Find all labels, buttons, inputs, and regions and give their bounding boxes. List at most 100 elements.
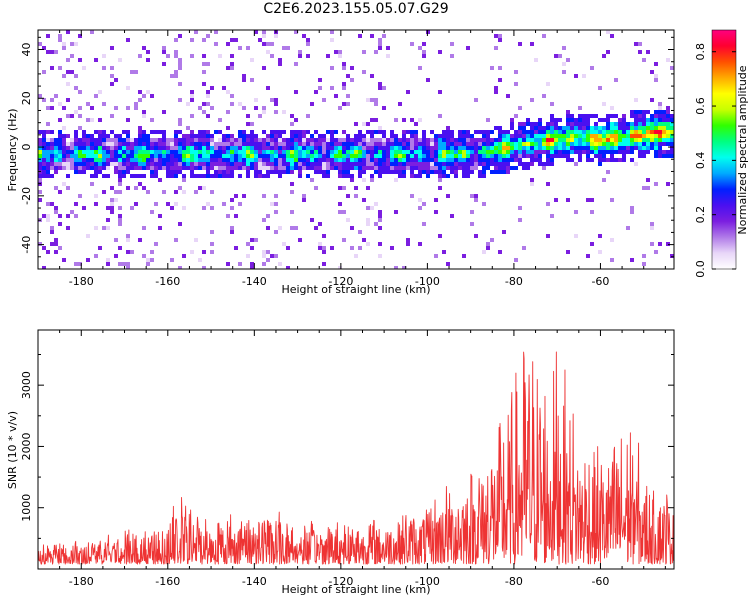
heatmap-cell — [322, 250, 326, 254]
heatmap-cell — [322, 158, 326, 162]
heatmap-cell — [250, 142, 254, 146]
heatmap-cell — [578, 142, 582, 146]
heatmap-cell — [478, 130, 482, 134]
heatmap-cell — [62, 150, 66, 154]
heatmap-cell — [38, 150, 42, 154]
heatmap-cell — [394, 158, 398, 162]
heatmap-cell — [394, 118, 398, 122]
heatmap-cell — [178, 186, 182, 190]
heatmap-cell — [602, 54, 606, 58]
heatmap-cell — [150, 150, 154, 154]
heatmap-cell — [646, 142, 650, 146]
heatmap-cell — [630, 150, 634, 154]
heatmap-cell — [550, 214, 554, 218]
heatmap-cell — [262, 162, 266, 166]
heatmap-cell — [106, 154, 110, 158]
heatmap-cell — [650, 222, 654, 226]
heatmap-cell — [630, 146, 634, 150]
heatmap-cell — [550, 154, 554, 158]
heatmap-cell — [186, 102, 190, 106]
heatmap-cell — [242, 150, 246, 154]
heatmap-cell — [126, 170, 130, 174]
heatmap-cell — [486, 150, 490, 154]
heatmap-cell — [554, 198, 558, 202]
heatmap-cell — [594, 130, 598, 134]
heatmap-cell — [526, 150, 530, 154]
heatmap-cell — [354, 166, 358, 170]
y-tick-label: 20 — [20, 91, 33, 105]
heatmap-cell — [226, 42, 230, 46]
heatmap-cell — [422, 130, 426, 134]
heatmap-cell — [166, 166, 170, 170]
heatmap-cell — [518, 130, 522, 134]
heatmap-cell — [202, 110, 206, 114]
heatmap-cell — [490, 158, 494, 162]
heatmap-cell — [414, 158, 418, 162]
heatmap-cell — [262, 34, 266, 38]
heatmap-cell — [570, 134, 574, 138]
heatmap-cell — [250, 238, 254, 242]
heatmap-cell — [606, 150, 610, 154]
heatmap-cell — [74, 138, 78, 142]
heatmap-cell — [170, 154, 174, 158]
heatmap-cell — [126, 146, 130, 150]
heatmap-cell — [70, 138, 74, 142]
heatmap-cell — [246, 170, 250, 174]
heatmap-cell — [170, 150, 174, 154]
heatmap-cell — [434, 254, 438, 258]
heatmap-cell — [110, 186, 114, 190]
heatmap-cell — [482, 130, 486, 134]
heatmap-cell — [422, 42, 426, 46]
heatmap-cell — [110, 158, 114, 162]
heatmap-cell — [586, 146, 590, 150]
heatmap-cell — [246, 242, 250, 246]
heatmap-cell — [622, 114, 626, 118]
heatmap-cell — [238, 166, 242, 170]
heatmap-cell — [182, 146, 186, 150]
heatmap-cell — [458, 130, 462, 134]
heatmap-cell — [450, 166, 454, 170]
heatmap-cell — [78, 138, 82, 142]
heatmap-cell — [54, 242, 58, 246]
heatmap-cell — [606, 146, 610, 150]
heatmap-cell — [302, 150, 306, 154]
heatmap-cell — [98, 138, 102, 142]
heatmap-cell — [386, 166, 390, 170]
heatmap-cell — [262, 30, 266, 34]
heatmap-cell — [386, 46, 390, 50]
heatmap-cell — [418, 170, 422, 174]
heatmap-cell — [374, 98, 378, 102]
heatmap-cell — [154, 154, 158, 158]
colorbar: 0.00.20.40.60.8 Normalized spectral ampl… — [694, 29, 749, 278]
heatmap-cell — [210, 106, 214, 110]
heatmap-cell — [566, 110, 570, 114]
heatmap-cell — [138, 174, 142, 178]
heatmap-cell — [390, 246, 394, 250]
heatmap-cell — [466, 166, 470, 170]
heatmap-cell — [582, 138, 586, 142]
heatmap-cell — [362, 158, 366, 162]
heatmap-cell — [82, 146, 86, 150]
heatmap-cell — [582, 74, 586, 78]
heatmap-cell — [502, 158, 506, 162]
heatmap-cell — [590, 66, 594, 70]
heatmap-cell — [286, 154, 290, 158]
heatmap-cell — [606, 30, 610, 34]
heatmap-cell — [62, 182, 66, 186]
heatmap-cell — [566, 114, 570, 118]
heatmap-cell — [38, 174, 42, 178]
heatmap-cell — [470, 150, 474, 154]
heatmap-cell — [598, 158, 602, 162]
heatmap-cell — [310, 158, 314, 162]
heatmap-cell — [438, 150, 442, 154]
heatmap-cell — [614, 158, 618, 162]
heatmap-cell — [566, 130, 570, 134]
heatmap-cell — [250, 78, 254, 82]
heatmap-cell — [126, 162, 130, 166]
heatmap-cell — [486, 130, 490, 134]
heatmap-cell — [110, 210, 114, 214]
heatmap-cell — [258, 150, 262, 154]
heatmap-cell — [566, 122, 570, 126]
heatmap-cell — [78, 162, 82, 166]
heatmap-cell — [178, 62, 182, 66]
